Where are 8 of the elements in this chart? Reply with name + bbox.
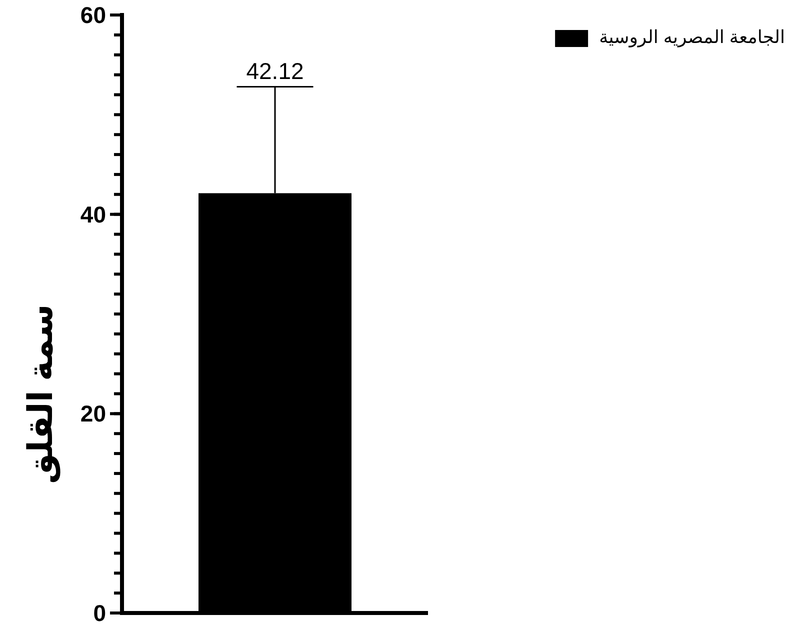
annotation: 42.12 (246, 58, 304, 84)
legend: الجامعة المصريه الروسية (555, 27, 785, 47)
y-tick-label: 20 (80, 400, 106, 427)
y-tick-label: 40 (80, 201, 106, 228)
y-axis-title: سمة القلق (22, 304, 61, 484)
y-tick-label: 60 (80, 2, 106, 28)
legend-label: الجامعة المصريه الروسية (599, 27, 785, 48)
y-tick-label: 0 (93, 600, 106, 626)
